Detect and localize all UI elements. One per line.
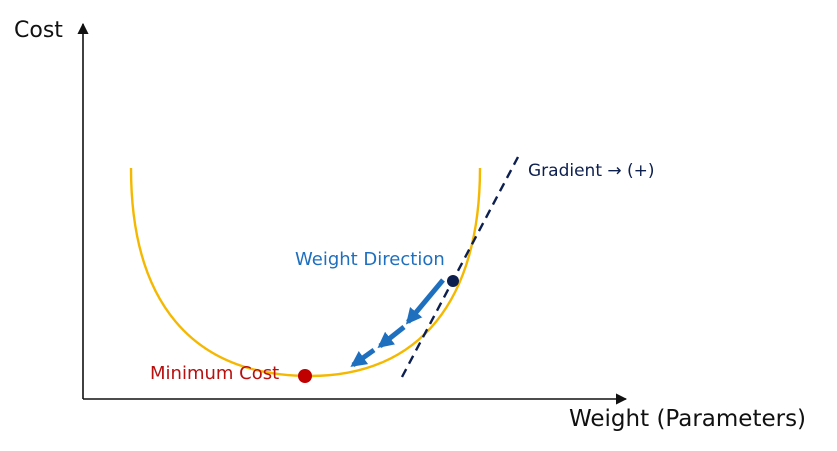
gradient-label: Gradient → (+) <box>528 161 655 181</box>
weight-direction-label: Weight Direction <box>295 249 445 270</box>
gradient-tangent-line <box>400 156 520 378</box>
weight-direction-arrow-1 <box>405 278 445 325</box>
minimum-cost-point <box>298 369 312 383</box>
weight-direction-arrow-3 <box>350 347 376 368</box>
cost-curve <box>129 167 482 378</box>
current-weight-point <box>447 275 459 287</box>
minimum-cost-label: Minimum Cost <box>150 363 280 384</box>
x-axis-label: Weight (Parameters) <box>569 406 807 432</box>
y-axis-label: Cost <box>14 18 63 43</box>
weight-direction-arrow-2 <box>377 325 406 348</box>
